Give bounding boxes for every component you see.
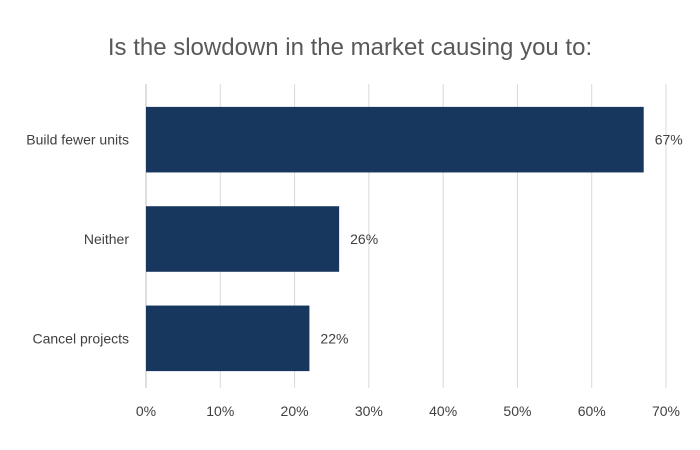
bar	[146, 206, 340, 272]
x-tick-label: 0%	[136, 403, 156, 419]
bars	[146, 106, 644, 372]
x-tick-label: 40%	[429, 403, 457, 419]
x-tick-label: 20%	[281, 403, 309, 419]
data-label: 67%	[655, 132, 683, 148]
bar	[146, 305, 310, 372]
category-label: Cancel projects	[33, 330, 130, 346]
x-tick-label: 10%	[206, 403, 234, 419]
category-label: Neither	[84, 231, 129, 247]
x-tick-label: 70%	[652, 403, 680, 419]
labels: 0% 10% 20% 30% 40% 50% 60% 70% Build fewer units…	[26, 132, 682, 419]
x-tick-label: 30%	[355, 403, 383, 419]
x-tick-label: 50%	[503, 403, 531, 419]
x-tick-label: 60%	[578, 403, 606, 419]
chart-title: Is the slowdown in the market causing yo…	[107, 34, 593, 61]
category-label: Build fewer units	[26, 132, 129, 148]
data-label: 22%	[320, 330, 348, 346]
data-label: 26%	[350, 231, 378, 247]
bar	[146, 106, 644, 173]
